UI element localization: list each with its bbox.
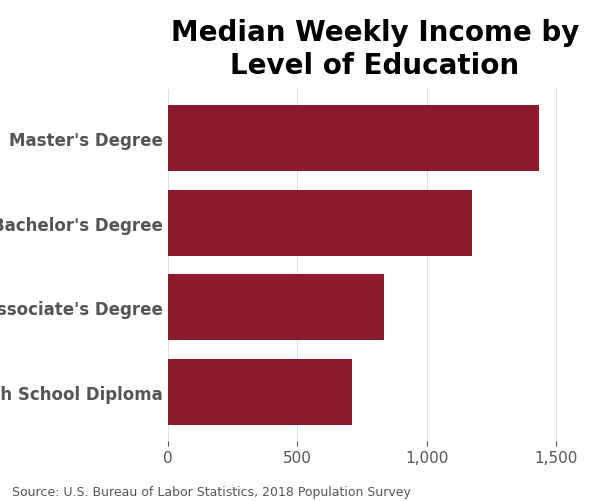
Bar bbox=[168, 359, 352, 425]
Bar bbox=[168, 275, 385, 341]
Bar bbox=[168, 190, 472, 256]
Bar bbox=[168, 106, 539, 172]
Title: Median Weekly Income by
Level of Education: Median Weekly Income by Level of Educati… bbox=[171, 19, 579, 80]
Text: Source: U.S. Bureau of Labor Statistics, 2018 Population Survey: Source: U.S. Bureau of Labor Statistics,… bbox=[12, 485, 411, 498]
